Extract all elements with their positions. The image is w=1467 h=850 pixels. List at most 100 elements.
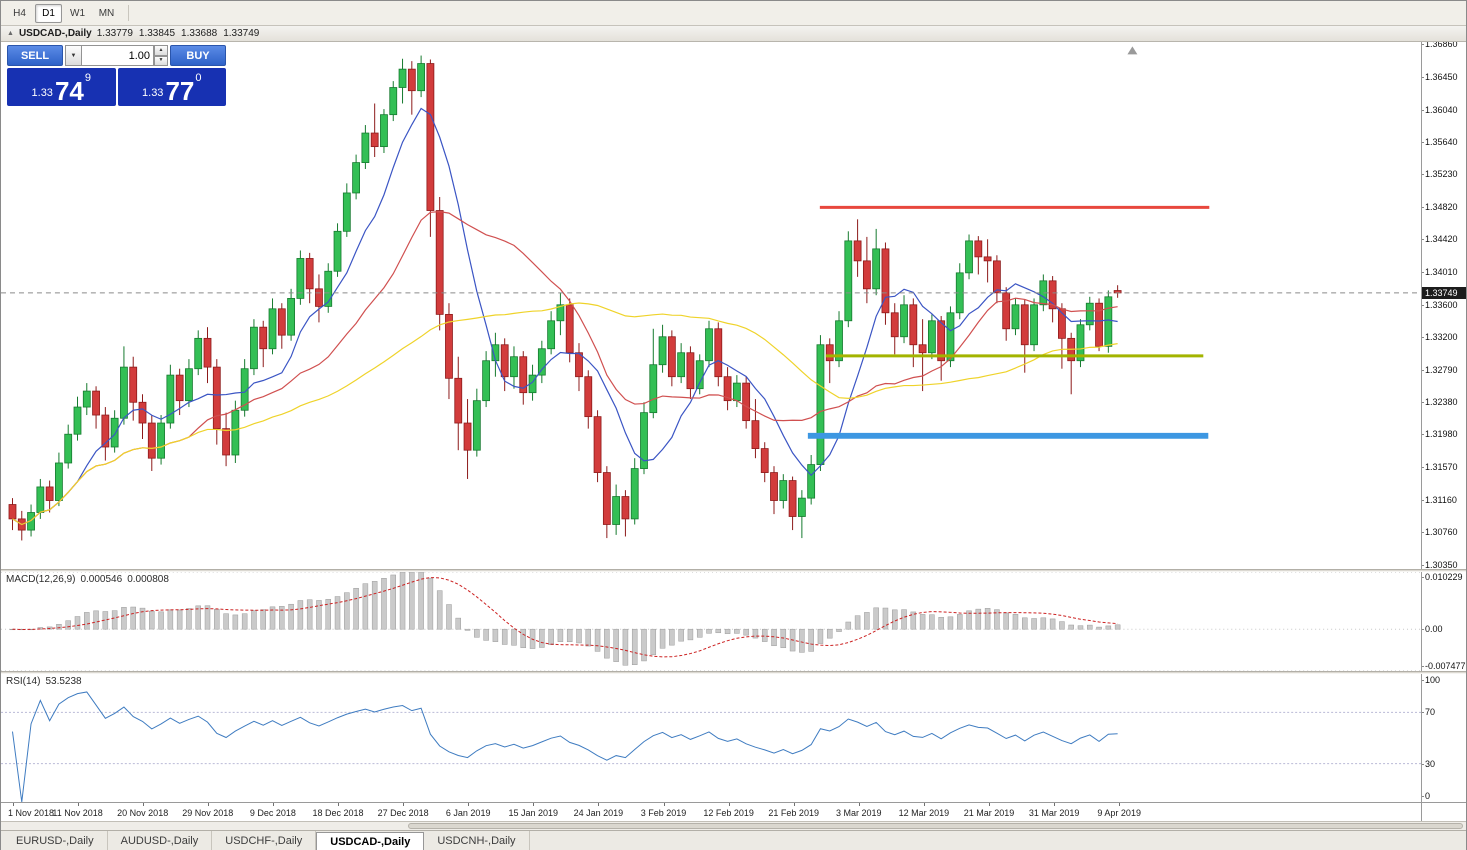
date-label: 24 Jan 2019 <box>573 808 624 818</box>
panel-splitter[interactable] <box>1 671 1466 674</box>
price-axis-label: 1.35640 <box>1422 136 1458 147</box>
chart-tab-usdcaddaily[interactable]: USDCAD-,Daily <box>316 832 425 850</box>
macd-signal-line <box>12 577 1118 658</box>
rsi-ax-label: 30 <box>1422 758 1436 769</box>
rsi-axis[interactable]: 100 70 30 0 <box>1421 674 1466 802</box>
candles-layer <box>8 55 1122 541</box>
rsi-ax-label: 0 <box>1422 791 1431 801</box>
chart-title-high: 1.33845 <box>138 28 176 39</box>
trade-price-row: 1.33 74 9 1.33 77 0 <box>7 68 226 106</box>
chart-title-open: 1.33779 <box>96 28 133 39</box>
date-tick <box>338 803 339 806</box>
date-tick <box>12 803 14 806</box>
rsi-label: RSI(14) <box>6 676 41 687</box>
rsi-value: 53.5238 <box>45 676 82 687</box>
price-axis-label: 1.36450 <box>1422 71 1458 82</box>
date-tick <box>142 803 144 806</box>
price-axis-label: 1.31980 <box>1422 429 1458 440</box>
date-label: 6 Jan 2019 <box>445 808 491 818</box>
price-axis-label: 1.35230 <box>1422 169 1458 180</box>
chart-title-ohlc: 1.33779 1.33845 1.33688 1.33749 <box>97 28 266 39</box>
date-tick <box>533 803 535 806</box>
volume-dropdown-button[interactable]: ▼ <box>65 45 82 66</box>
date-tick <box>272 803 274 806</box>
volume-spin-up-icon[interactable]: ▲ <box>154 45 168 56</box>
timeframe-tab-h4[interactable]: H4 <box>13 7 26 19</box>
rsi-ax-label: 100 <box>1422 675 1441 685</box>
date-label: 12 Feb 2019 <box>703 808 754 818</box>
macd-ax-label: 0.010229 <box>1422 572 1463 582</box>
price-axis-label: 1.31160 <box>1422 495 1457 505</box>
sell-button[interactable]: SELL <box>7 45 63 66</box>
date-tick <box>793 803 795 806</box>
chart-tab-usdcnhdaily[interactable]: USDCNH-,Daily <box>424 831 530 850</box>
chart-tab-eurusddaily[interactable]: EURUSD-,Daily <box>3 831 108 850</box>
sell-price-display[interactable]: 1.33 74 9 <box>7 68 116 106</box>
ma-45-line <box>12 302 1118 526</box>
buy-price-display[interactable]: 1.33 77 0 <box>117 68 226 106</box>
macd-panel: 0.010229 0.00 -0.007477 MACD(12,26,9) 0.000… <box>1 572 1466 671</box>
date-label: 29 Nov 2018 <box>182 808 234 818</box>
volume-input[interactable] <box>82 45 154 66</box>
panel-splitter[interactable] <box>1 569 1466 572</box>
date-tick <box>663 803 665 806</box>
macd-canvas[interactable] <box>1 572 1421 671</box>
chart-tab-usdchfdaily[interactable]: USDCHF-,Daily <box>212 831 317 850</box>
rsi-ax-label: 70 <box>1422 707 1436 718</box>
chart-title-close: 1.33749 <box>223 28 260 39</box>
chart-tab-audusddaily[interactable]: AUDUSD-,Daily <box>108 831 213 850</box>
buy-button[interactable]: BUY <box>170 45 226 66</box>
one-click-trading-panel: SELL ▼ ▲ ▼ BUY 1.33 74 9 1.33 77 0 <box>7 45 226 106</box>
date-label: 9 Apr 2019 <box>1097 808 1141 818</box>
macd-ax-label: -0.007477 <box>1422 661 1466 671</box>
horizontal-scrollbar[interactable] <box>1 821 1466 830</box>
rsi-header: RSI(14) 53.5238 <box>6 676 87 687</box>
date-label: 31 Mar 2019 <box>1028 808 1080 818</box>
macd-axis[interactable]: 0.010229 0.00 -0.007477 <box>1421 572 1466 671</box>
collapse-triangle-icon[interactable]: ▲ <box>7 30 14 37</box>
date-axis[interactable]: 1 Nov 2018 11 Nov 2018 20 Nov 2018 29 Nov 2… <box>1 802 1466 821</box>
date-tick <box>728 803 730 806</box>
scrollbar-thumb[interactable] <box>408 823 1463 829</box>
price-axis-label: 1.36860 <box>1422 42 1458 49</box>
price-axis-label: 1.34010 <box>1422 267 1458 277</box>
date-labels: 1 Nov 2018 11 Nov 2018 20 Nov 2018 29 Nov 2… <box>1 803 1421 821</box>
date-label: 3 Feb 2019 <box>640 808 687 818</box>
timeframe-tab-w1[interactable]: W1 <box>70 7 85 19</box>
macd-value-signal: 0.000808 <box>127 574 169 585</box>
timeframe-toolbar: H4 D1 W1 MN <box>1 1 1466 26</box>
price-axis-label: 1.33200 <box>1422 331 1458 342</box>
price-axis-label: 1.30350 <box>1422 559 1458 569</box>
date-tick <box>1054 803 1056 806</box>
date-label: 27 Dec 2018 <box>377 808 429 818</box>
current-price-tag: 1.33749 <box>1422 286 1466 299</box>
date-tick <box>858 803 860 806</box>
main-chart-canvas[interactable] <box>1 42 1421 569</box>
chart-titlebar: ▲ USDCAD-,Daily 1.33779 1.33845 1.33688 1.3… <box>1 26 1466 42</box>
volume-spin-down-icon[interactable]: ▼ <box>154 55 168 66</box>
timeframe-tab-mn[interactable]: MN <box>98 7 115 19</box>
sell-price-sup: 9 <box>84 72 91 84</box>
date-tick <box>989 803 990 806</box>
volume-stepper: ▲ ▼ <box>154 45 168 66</box>
buy-price-prefix: 1.33 <box>142 87 164 99</box>
ma-20-line <box>12 211 1118 526</box>
chart-title-low: 1.33688 <box>181 28 218 39</box>
rsi-canvas[interactable] <box>1 674 1421 802</box>
trade-controls-row: SELL ▼ ▲ ▼ BUY <box>7 45 226 66</box>
timeframe-tab-d1[interactable]: D1 <box>35 3 62 23</box>
date-label: 12 Mar 2019 <box>898 808 950 818</box>
sell-price-big: 74 <box>54 75 84 106</box>
date-tick <box>468 803 470 806</box>
main-price-axis[interactable]: 1.36860 1.36450 1.36040 1.35640 1.35230 1.348… <box>1421 42 1466 569</box>
chevron-down-icon: ▼ <box>70 52 77 59</box>
price-axis-label: 1.32380 <box>1422 397 1458 408</box>
price-axis-label: 1.32790 <box>1422 364 1458 375</box>
date-label: 20 Nov 2018 <box>117 808 169 818</box>
price-axis-label: 1.34420 <box>1422 234 1458 245</box>
date-label: 15 Jan 2019 <box>508 808 559 818</box>
date-label: 3 Mar 2019 <box>836 808 882 818</box>
date-label: 9 Dec 2018 <box>249 808 296 818</box>
macd-header: MACD(12,26,9) 0.000546 0.000808 <box>6 574 174 585</box>
